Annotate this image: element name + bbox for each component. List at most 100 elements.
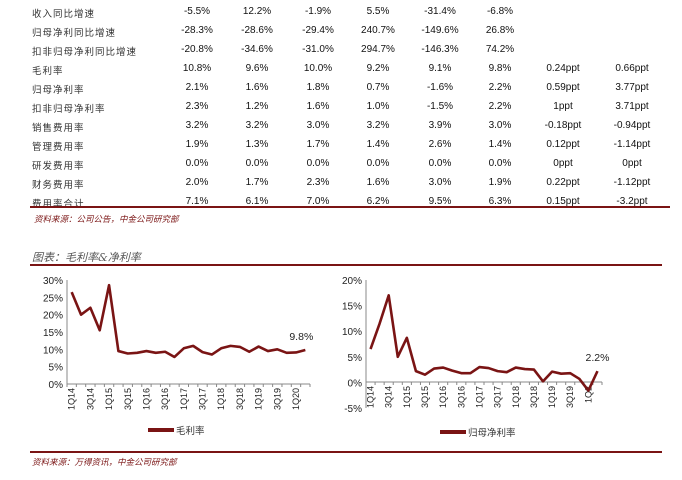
- net-margin-chart: -5% 0% 5% 10% 15% 20% 1Q14 3Q14 1Q15 3Q15 1Q16 3Q16…: [342, 276, 609, 439]
- y-tick-label: 10%: [342, 327, 362, 338]
- table-cell: -1.6%: [426, 82, 454, 93]
- table-row: 毛利率 10.8% 9.6% 10.0% 9.2% 9.1% 9.8% 0.24ppt 0.66…: [28, 60, 673, 79]
- row-label: 管理费用率: [32, 142, 85, 153]
- series-line: [70, 283, 306, 359]
- end-value-annotation: 2.2%: [585, 352, 609, 364]
- x-tick-label: 3Q19: [565, 386, 575, 408]
- figure-bottom-rule: [30, 451, 662, 453]
- x-tick-label: 1Q19: [254, 388, 264, 410]
- table-cell: 5.5%: [366, 6, 390, 17]
- table-cell: 9.5%: [428, 196, 452, 207]
- x-tick-label: 3Q14: [384, 386, 394, 408]
- y-tick-label: 5%: [49, 363, 64, 374]
- legend-label: 毛利率: [176, 425, 205, 437]
- x-tick-label: 1Q17: [474, 386, 484, 408]
- row-label: 收入同比增速: [32, 9, 96, 20]
- table-cell: -34.6%: [241, 44, 273, 55]
- row-label: 扣非归母净利率: [32, 104, 106, 115]
- table-cell: 0.0%: [488, 158, 512, 169]
- table-cell: -28.6%: [241, 25, 273, 36]
- table-row: 费用率合计 7.1% 6.1% 7.0% 6.2% 9.5% 6.3% 0.15ppt -3.2…: [28, 193, 673, 212]
- table-cell: -3.2ppt: [616, 196, 648, 207]
- table-cell: 0.0%: [366, 158, 390, 169]
- table-cell: 0.0%: [185, 158, 209, 169]
- y-tick-label: 0%: [49, 380, 64, 391]
- table-row: 归母净利率 2.1% 1.6% 1.8% 0.7% -1.6% 2.2% 0.59ppt 3.7…: [28, 79, 673, 98]
- table-cell: -1.12ppt: [613, 177, 651, 188]
- row-label: 费用率合计: [32, 199, 85, 210]
- table-row: 扣非归母净利同比增速 -20.8% -34.6% -31.0% 294.7% -146.3…: [28, 41, 673, 60]
- table-cell: 74.2%: [485, 44, 515, 55]
- table-cell: 1ppt: [553, 101, 573, 112]
- table-cell: 3.9%: [428, 120, 452, 131]
- x-tick-label: 3Q16: [160, 388, 170, 410]
- table-cell: 1.6%: [245, 82, 269, 93]
- series-line: [369, 294, 599, 392]
- figure-title: 图表：毛利率&净利率: [32, 251, 141, 264]
- table-cell: 294.7%: [361, 44, 395, 55]
- table-cell: -31.0%: [302, 44, 334, 55]
- table-cell: 10.0%: [303, 63, 333, 74]
- x-tick-label: 1Q2: [583, 386, 593, 403]
- row-label: 研发费用率: [32, 161, 85, 172]
- table-cell: 2.6%: [428, 139, 452, 150]
- y-tick-label: -5%: [344, 404, 362, 415]
- row-label: 归母净利率: [32, 85, 85, 96]
- row-label: 归母净利同比增速: [32, 28, 117, 39]
- table-cell: -6.8%: [486, 6, 514, 17]
- table-cell: 1.9%: [185, 139, 209, 150]
- table-cell: 12.2%: [242, 6, 272, 17]
- x-tick-label: 1Q17: [179, 388, 189, 410]
- table-cell: 7.0%: [306, 196, 330, 207]
- table-cell: 0.0%: [306, 158, 330, 169]
- table-cell: -0.94ppt: [613, 120, 651, 131]
- table-cell: 9.8%: [488, 63, 512, 74]
- x-tick-label: 3Q17: [493, 386, 503, 408]
- table-cell: 2.2%: [488, 82, 512, 93]
- table-cell: 6.3%: [488, 196, 512, 207]
- y-tick-label: 15%: [342, 302, 362, 313]
- table-cell: 1.6%: [366, 177, 390, 188]
- table-cell: -0.18ppt: [544, 120, 582, 131]
- x-tick-label: 3Q18: [235, 388, 245, 410]
- row-label: 毛利率: [32, 66, 64, 77]
- table-cell: 3.0%: [428, 177, 452, 188]
- y-tick-label: 15%: [43, 328, 63, 339]
- table-cell: 1.7%: [306, 139, 330, 150]
- table-cell: 0.12ppt: [546, 139, 580, 150]
- y-tick-label: 0%: [348, 378, 363, 389]
- table-cell: 2.3%: [185, 101, 209, 112]
- table-cell: 0.15ppt: [546, 196, 580, 207]
- table-cell: 2.0%: [185, 177, 209, 188]
- table-cell: 3.2%: [185, 120, 209, 131]
- x-tick-label: 3Q16: [456, 386, 466, 408]
- table-cell: 2.2%: [488, 101, 512, 112]
- table-cell: 0.59ppt: [546, 82, 580, 93]
- table-row: 收入同比增速 -5.5% 12.2% -1.9% 5.5% -31.4% -6.8%: [28, 3, 673, 22]
- table-cell: 240.7%: [361, 25, 395, 36]
- x-tick-label: 1Q16: [438, 386, 448, 408]
- table-cell: 9.1%: [428, 63, 452, 74]
- x-tick-label: 1Q15: [402, 386, 412, 408]
- table-cell: 0.24ppt: [546, 63, 580, 74]
- table-cell: -20.8%: [181, 44, 213, 55]
- table-cell: 0.0%: [428, 158, 452, 169]
- table-row: 销售费用率 3.2% 3.2% 3.0% 3.2% 3.9% 3.0% -0.18ppt -0.…: [28, 117, 673, 136]
- table-bottom-rule: [30, 206, 670, 208]
- table-cell: 1.7%: [245, 177, 269, 188]
- table-row: 研发费用率 0.0% 0.0% 0.0% 0.0% 0.0% 0.0% 0ppt 0ppt: [28, 155, 673, 174]
- table-cell: 0ppt: [622, 158, 642, 169]
- table-cell: 0.66ppt: [615, 63, 649, 74]
- x-tick-label: 1Q20: [291, 388, 301, 410]
- table-cell: 3.2%: [245, 120, 269, 131]
- x-tick-label: 1Q16: [141, 388, 151, 410]
- end-value-annotation: 9.8%: [289, 331, 313, 343]
- table-cell: -5.5%: [183, 6, 211, 17]
- table-cell: 1.2%: [245, 101, 269, 112]
- table-cell: 3.0%: [306, 120, 330, 131]
- table-row: 扣非归母净利率 2.3% 1.2% 1.6% 1.0% -1.5% 2.2% 1ppt 3.71…: [28, 98, 673, 117]
- table-cell: 0ppt: [553, 158, 573, 169]
- table-cell: 1.4%: [366, 139, 390, 150]
- table-cell: -146.3%: [421, 44, 459, 55]
- x-tick-label: 3Q18: [529, 386, 539, 408]
